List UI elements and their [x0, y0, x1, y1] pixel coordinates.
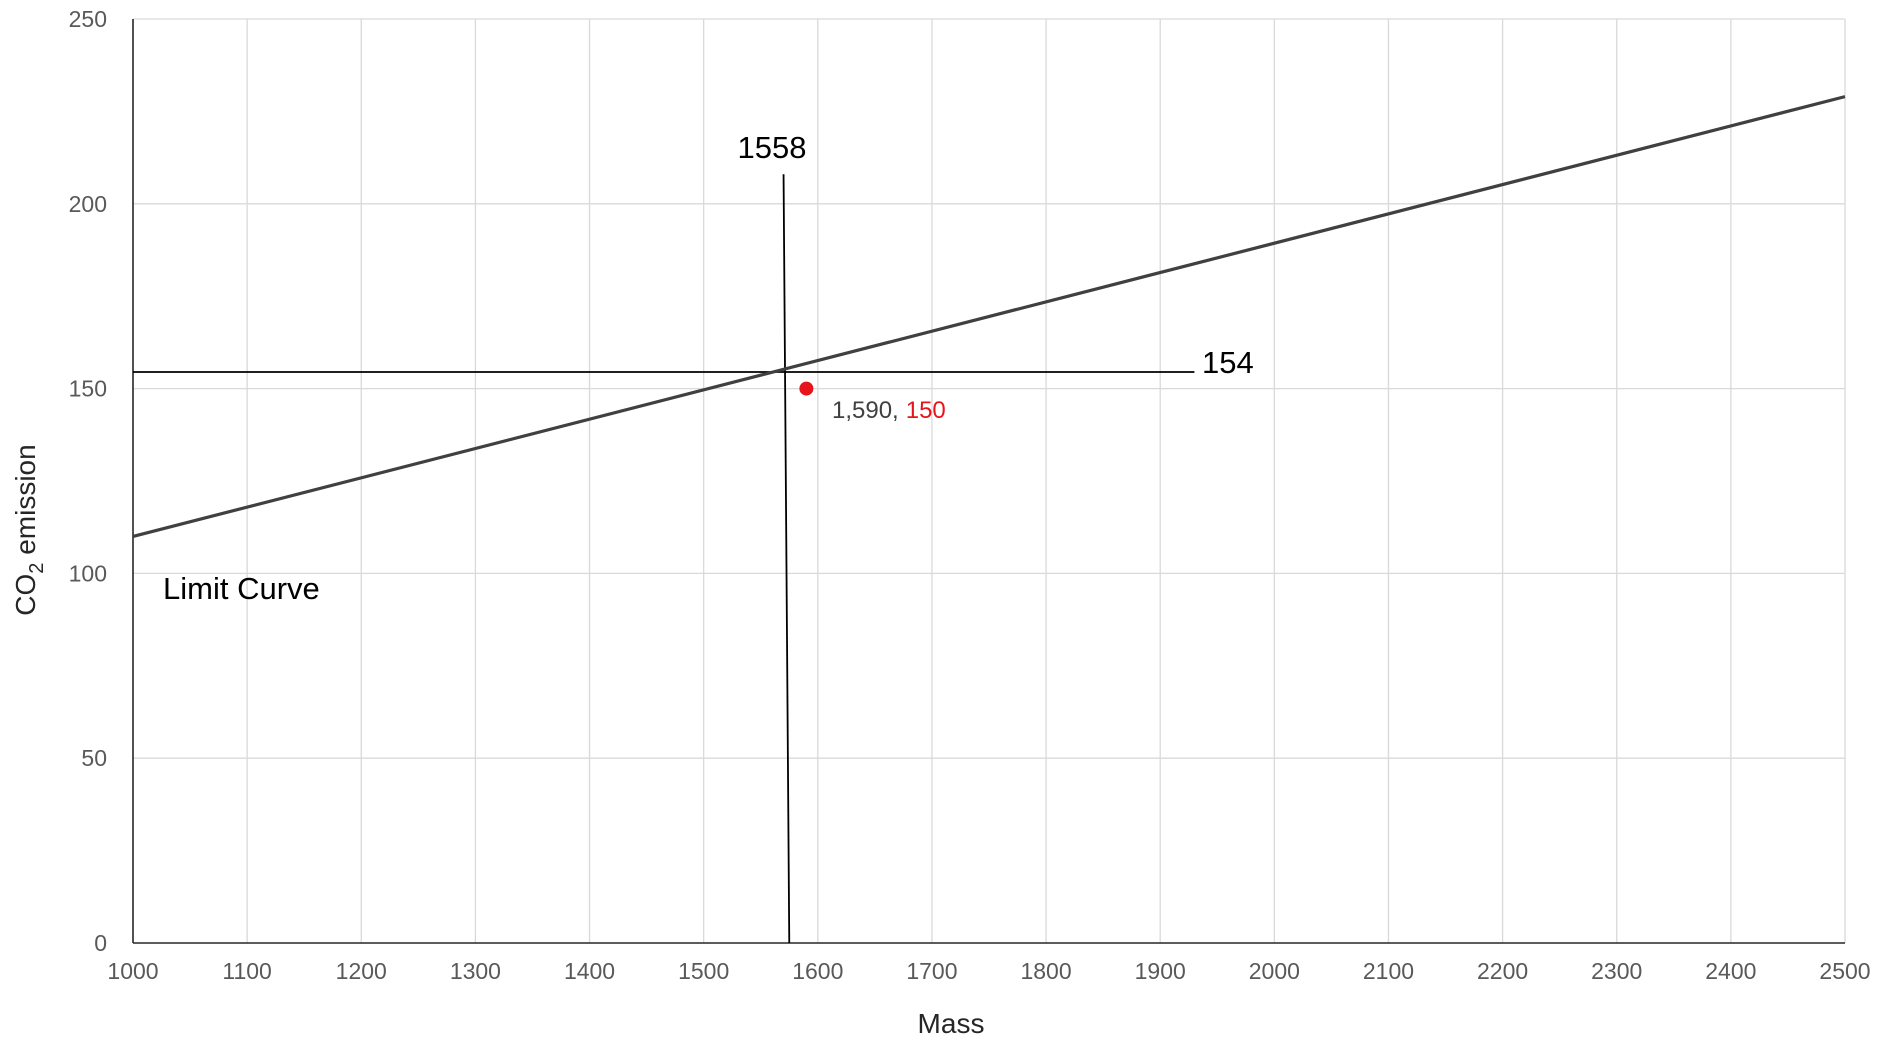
x-tick-label: 2400 [1705, 958, 1756, 984]
x-tick-label: 1700 [906, 958, 957, 984]
y-tick-label: 150 [69, 376, 107, 402]
grid [133, 18, 1846, 943]
x-tick-label: 1900 [1135, 958, 1186, 984]
x-tick-labels: 1000 1100 1200 1300 1400 1500 1600 1700 1800 1900… [107, 958, 1870, 984]
x-tick-label: 2000 [1249, 958, 1300, 984]
y-tick-label: 0 [94, 930, 107, 956]
data-point [799, 381, 814, 396]
point-label-x: 1,590, [832, 397, 899, 424]
y-tick-label: 100 [69, 560, 107, 586]
horizontal-line-label: 154 [1202, 345, 1254, 380]
x-tick-label: 2200 [1477, 958, 1528, 984]
y-tick-label: 200 [69, 191, 107, 217]
y-tick-label: 50 [81, 745, 107, 771]
limit-curve-label: Limit Curve [163, 571, 320, 606]
vertical-line-label: 1558 [738, 130, 807, 165]
y-tick-labels: 0 50 100 150 200 250 [69, 6, 107, 956]
point-label-y: 150 [906, 397, 946, 424]
x-tick-label: 1400 [564, 958, 615, 984]
x-tick-label: 2100 [1363, 958, 1414, 984]
x-axis-title: Mass [918, 1008, 985, 1039]
x-tick-label: 1100 [222, 958, 271, 984]
x-tick-label: 1000 [107, 958, 158, 984]
x-tick-label: 2300 [1591, 958, 1642, 984]
y-tick-label: 250 [69, 6, 107, 32]
y-axis-title: CO2 emission [10, 444, 48, 615]
axes [132, 19, 1845, 944]
x-tick-label: 1300 [450, 958, 501, 984]
limit-curve-line [132, 95, 1846, 538]
point-label: 1,590, 150 [832, 397, 946, 424]
plot-area [132, 95, 1846, 944]
x-tick-label: 2500 [1819, 958, 1870, 984]
x-tick-label: 1200 [336, 958, 387, 984]
x-tick-label: 1800 [1020, 958, 1071, 984]
x-tick-label: 1600 [792, 958, 843, 984]
vertical-reference-line [782, 174, 791, 944]
x-tick-label: 1500 [678, 958, 729, 984]
